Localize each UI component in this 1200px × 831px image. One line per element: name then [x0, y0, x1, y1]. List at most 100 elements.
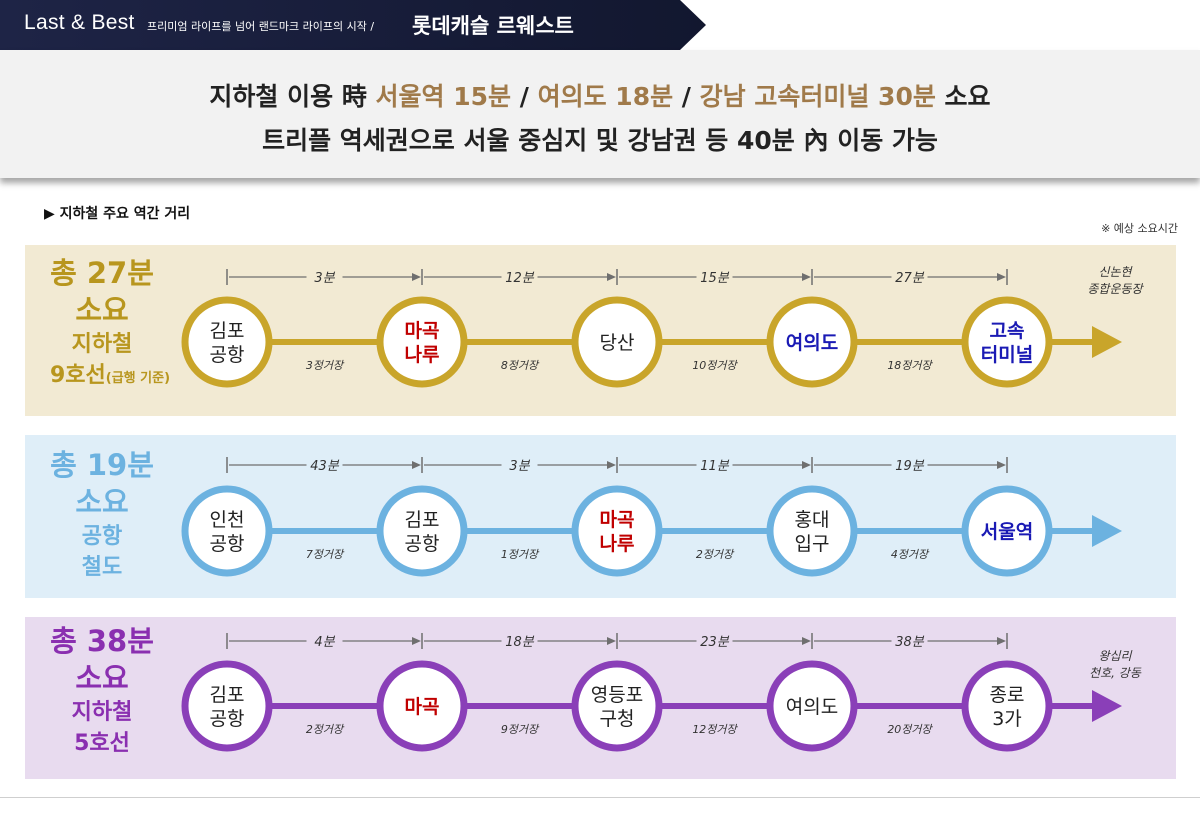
- stop-count-label: 10정거장: [692, 359, 738, 372]
- stop-count-label: 9정거장: [501, 723, 540, 736]
- time-scale-arrow: [802, 273, 811, 281]
- travel-time-label: 18분: [505, 635, 535, 650]
- route-arrow-head: [1092, 515, 1122, 547]
- stop-count-label: 12정거장: [692, 723, 738, 736]
- project-title: 롯데캐슬 르웨스트: [412, 14, 574, 38]
- headline-separator: /: [511, 82, 538, 111]
- travel-time-label: 27분: [895, 271, 925, 286]
- station-name: 김포: [210, 684, 245, 706]
- route-label-line: 공항: [82, 524, 122, 549]
- route-label-text: 총 27분: [50, 256, 154, 290]
- station-name: 공항: [210, 533, 245, 555]
- time-scale-arrow: [607, 637, 616, 645]
- stop-count-label: 3정거장: [306, 359, 345, 372]
- route-label-line: 총 27분: [50, 256, 154, 290]
- travel-time-label: 15분: [700, 271, 730, 286]
- station-name: 터미널: [981, 344, 1033, 366]
- route-label-line: 지하철: [72, 332, 133, 357]
- station-name: 공항: [210, 344, 245, 366]
- stop-count-label: 8정거장: [501, 359, 540, 372]
- station-name: 마곡: [405, 320, 440, 342]
- station-name: 공항: [210, 708, 245, 730]
- station-name: 홍대: [795, 509, 830, 531]
- route-destination-label: 천호, 강동: [1089, 666, 1142, 680]
- route-label-text: 소요: [75, 485, 128, 519]
- station-name: 3가: [992, 708, 1022, 730]
- station-name: 김포: [210, 320, 245, 342]
- route-label-line: 소요: [75, 293, 128, 327]
- travel-time-label: 12분: [505, 271, 535, 286]
- travel-time-label: 3분: [314, 271, 335, 286]
- headline-text: 소요: [935, 82, 991, 111]
- station-name: 나루: [600, 533, 635, 555]
- station-name: 김포: [405, 509, 440, 531]
- station-circle: [376, 485, 468, 577]
- time-scale-arrow: [997, 637, 1006, 645]
- travel-time-label: 3분: [509, 459, 530, 474]
- station-circle: [961, 296, 1053, 388]
- route-label-line: 철도: [82, 555, 122, 580]
- station-circle: [571, 485, 663, 577]
- brand-text: Last & Best: [24, 11, 135, 34]
- route-label-line: 5호선: [74, 731, 130, 756]
- station-name: 여의도: [786, 696, 838, 718]
- time-scale-arrow: [802, 461, 811, 469]
- stop-count-label: 2정거장: [696, 548, 735, 561]
- route-label-text: 총 19분: [50, 448, 154, 482]
- time-scale-arrow: [997, 273, 1006, 281]
- time-scale-arrow: [607, 273, 616, 281]
- route-destination-label: 왕십리: [1098, 649, 1132, 663]
- headline-highlight-seoul: 서울역 15분: [375, 82, 512, 111]
- headline-highlight-gangnam: 강남 고속터미널 30분: [699, 82, 936, 111]
- station-circle: [376, 660, 468, 752]
- banner-shape: [0, 0, 706, 50]
- route-label-line: 소요: [75, 661, 128, 695]
- station-circle: [181, 296, 273, 388]
- route-label-text: 지하철: [72, 700, 133, 725]
- station-circle: [181, 485, 273, 577]
- route-label-text: 9호선: [50, 363, 106, 388]
- station-name: 마곡: [600, 509, 635, 531]
- station-circle: [961, 485, 1053, 577]
- route-label-text: 소요: [75, 293, 128, 327]
- route-destination-label: 종합운동장: [1087, 282, 1144, 296]
- route-label-line: 총 19분: [50, 448, 154, 482]
- station-circle: [766, 296, 858, 388]
- travel-time-label: 23분: [700, 635, 730, 650]
- station-name: 서울역: [981, 521, 1033, 543]
- station-circle: [766, 485, 858, 577]
- travel-time-label: 43분: [310, 459, 340, 474]
- time-scale-arrow: [607, 461, 616, 469]
- station-circle: [181, 660, 273, 752]
- route-label-line: 총 38분: [50, 624, 154, 658]
- station-name: 마곡: [405, 696, 440, 718]
- station-name: 인천: [210, 509, 245, 531]
- headline-line-2: 트리플 역세권으로 서울 중심지 및 강남권 등 40분 內 이동 가능: [262, 126, 938, 155]
- travel-time-label: 38분: [895, 635, 925, 650]
- station-circle: [376, 296, 468, 388]
- station-name: 여의도: [786, 332, 838, 354]
- headline-highlight-yeouido: 여의도 18분: [537, 82, 674, 111]
- station-name: 당산: [600, 332, 635, 354]
- time-scale-arrow: [802, 637, 811, 645]
- route-label-line: 9호선(급행 기준): [50, 363, 170, 388]
- route-label-line: 소요: [75, 485, 128, 519]
- time-scale-arrow: [412, 461, 421, 469]
- station-name: 구청: [600, 708, 635, 730]
- station-circle: [766, 660, 858, 752]
- stop-count-label: 20정거장: [887, 723, 933, 736]
- stop-count-label: 7정거장: [306, 548, 345, 561]
- station-name: 종로: [990, 684, 1025, 706]
- route-arrow-head: [1092, 690, 1122, 722]
- stop-count-label: 2정거장: [306, 723, 345, 736]
- station-name: 입구: [795, 533, 830, 555]
- route-label-text: 철도: [82, 555, 122, 580]
- headline-line-1: 지하철 이용 時 서울역 15분 / 여의도 18분 / 강남 고속터미널 30…: [0, 77, 1200, 113]
- bottom-divider: [0, 797, 1200, 798]
- stop-count-label: 1정거장: [501, 548, 540, 561]
- route-label-suffix: (급행 기준): [106, 370, 170, 386]
- slogan-text: 프리미엄 라이프를 넘어 랜드마크 라이프의 시작 /: [147, 20, 375, 33]
- station-circle: [961, 660, 1053, 752]
